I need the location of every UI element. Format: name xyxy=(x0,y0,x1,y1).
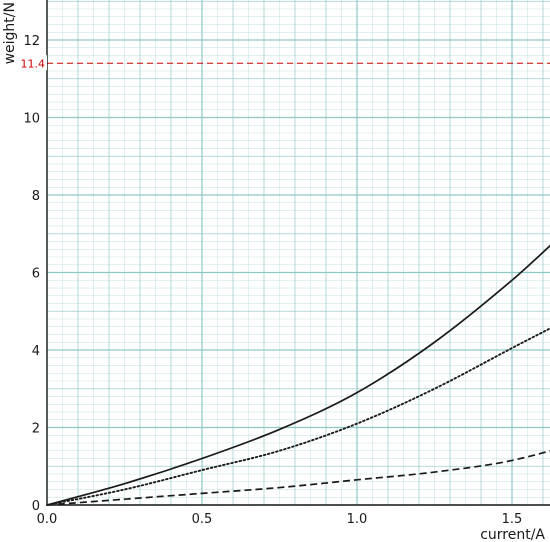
reference-y-label-bg xyxy=(18,55,47,71)
series-line-3 xyxy=(46,449,550,506)
y-axis-label: weight/N xyxy=(2,2,18,64)
x-tick-label: 1.0 xyxy=(347,512,368,527)
y-tick-label: 8 xyxy=(32,189,40,204)
y-tick-label: 4 xyxy=(32,344,40,359)
y-tick-label: 10 xyxy=(23,112,40,127)
y-tick-label: 0 xyxy=(32,499,40,514)
series-line-1 xyxy=(46,244,550,506)
reference-lines xyxy=(47,62,550,64)
x-tick-label: 0.5 xyxy=(192,512,213,527)
plot-background xyxy=(47,0,550,505)
y-tick-label: 6 xyxy=(32,267,40,282)
series-layer xyxy=(46,244,550,506)
series-line-2 xyxy=(46,327,550,506)
reference-labels: 2.7511.4 xyxy=(18,55,47,71)
x-tick-label: 1.5 xyxy=(502,512,523,527)
x-axis-label: current/A xyxy=(480,527,545,542)
y-tick-label: 2 xyxy=(32,422,40,437)
y-tick-label: 12 xyxy=(23,34,40,49)
tick-labels: 0.00.51.01.52.02.53.0024681012 xyxy=(23,34,523,527)
grid xyxy=(46,0,550,506)
reference-y-label: 11.4 xyxy=(21,57,46,70)
x-tick-label: 0.0 xyxy=(37,512,58,527)
axes xyxy=(46,0,550,506)
